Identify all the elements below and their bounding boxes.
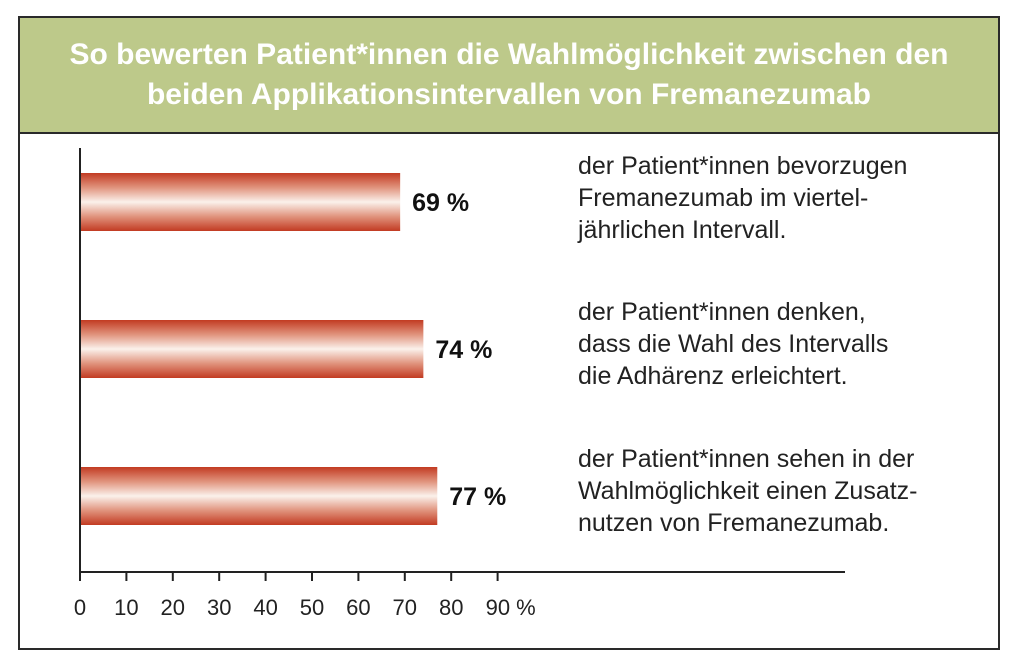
description-2-line-3: die Adhärenz erleichtert.: [578, 362, 848, 390]
x-tick-label-1: 10: [114, 595, 138, 620]
x-tick-label-0: 0: [74, 595, 86, 620]
bar-2: [80, 320, 424, 378]
description-3: der Patient*innen sehen in der Wahlmögli…: [578, 443, 998, 539]
x-tick-label-7: 70: [393, 595, 417, 620]
description-2-line-1: der Patient*innen denken,: [578, 298, 866, 326]
description-3-line-3: nutzen von Fremanezumab.: [578, 509, 890, 537]
x-tick-label-6: 60: [346, 595, 370, 620]
x-tick-label-8: 80: [439, 595, 463, 620]
bars-group: 69 % 74 % 77 %: [80, 173, 506, 525]
bar-3: [80, 467, 438, 525]
bar-3-value-label: 77 %: [449, 483, 506, 511]
description-3-line-1: der Patient*innen sehen in der: [578, 445, 915, 473]
description-2-line-2: dass die Wahl des Intervalls: [578, 330, 889, 358]
x-tick-label-4: 40: [253, 595, 277, 620]
title-line-1: So bewerten Patient*innen die Wahlmöglic…: [69, 38, 949, 71]
description-1-line-3: jährlichen Intervall.: [578, 216, 787, 244]
bar-2-value-label: 74 %: [435, 336, 492, 364]
x-tick-label-3: 30: [207, 595, 231, 620]
chart-frame: So bewerten Patient*innen die Wahlmöglic…: [18, 16, 1000, 650]
title-line-2: beiden Applikationsintervallen von Frema…: [146, 78, 872, 111]
chart-title: So bewerten Patient*innen die Wahlmöglic…: [49, 35, 968, 115]
axes-group: 0 10 20 30 40 50 60 70 80 90 %: [74, 148, 845, 620]
title-banner: So bewerten Patient*innen die Wahlmöglic…: [20, 18, 998, 134]
description-1-line-1: der Patient*innen bevorzugen: [578, 152, 908, 180]
x-tick-label-9: 90 %: [486, 595, 536, 620]
bar-1-value-label: 69 %: [412, 189, 469, 217]
description-3-line-2: Wahlmöglichkeit einen Zusatz-: [578, 477, 918, 505]
description-2: der Patient*innen denken, dass die Wahl …: [578, 296, 998, 392]
x-tick-label-5: 50: [300, 595, 324, 620]
x-tick-label-2: 20: [161, 595, 185, 620]
description-1: der Patient*innen bevorzugen Fremanezuma…: [578, 150, 998, 246]
bar-1: [80, 173, 401, 231]
description-1-line-2: Fremanezumab im viertel-: [578, 184, 869, 212]
